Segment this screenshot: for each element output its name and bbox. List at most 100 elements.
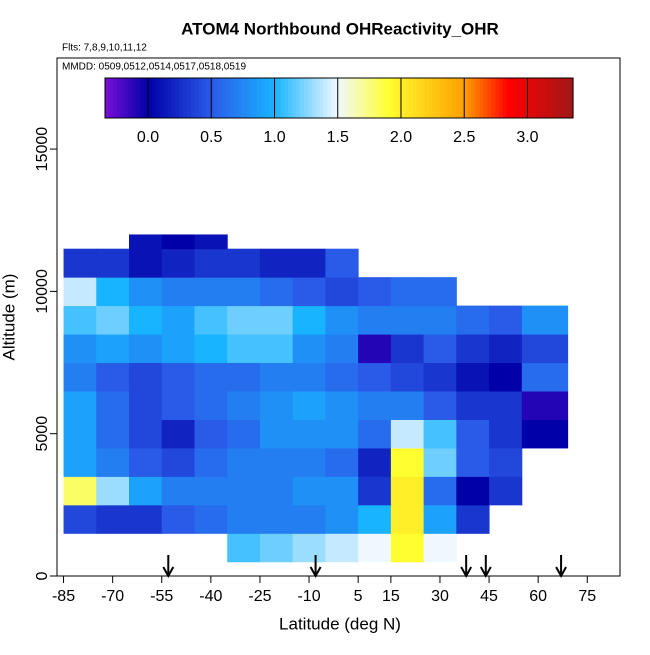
heat-cell bbox=[423, 504, 457, 534]
heat-cell bbox=[292, 504, 326, 534]
colorbar-segment bbox=[214, 78, 219, 118]
colorbar-frame bbox=[104, 77, 574, 119]
colorbar-segment bbox=[452, 78, 457, 118]
colorbar-segment bbox=[183, 78, 188, 118]
heat-cell bbox=[227, 447, 261, 477]
heat-cell bbox=[63, 305, 97, 335]
heat-cell bbox=[325, 391, 359, 420]
colorbar-segment bbox=[202, 78, 207, 118]
colorbar-segment bbox=[510, 78, 516, 118]
colorbar-segment bbox=[561, 78, 566, 118]
heat-cell bbox=[194, 447, 228, 477]
colorbar-segment bbox=[506, 78, 512, 118]
colorbar-segment bbox=[163, 78, 168, 118]
heat-cell bbox=[456, 334, 490, 364]
colorbar-segment bbox=[444, 78, 449, 118]
heat-cell bbox=[423, 277, 457, 307]
arrow bbox=[479, 555, 492, 579]
colorbar-segment bbox=[432, 78, 438, 118]
x-tick-label: -55 bbox=[150, 588, 173, 605]
heat-cell bbox=[390, 334, 425, 364]
subtitle: Flts: 7,8,9,10,11,12 bbox=[62, 43, 147, 54]
heat-cell bbox=[489, 362, 523, 392]
colorbar-segment bbox=[534, 78, 539, 118]
heat-cell bbox=[96, 447, 130, 477]
colorbar-segment bbox=[397, 78, 402, 118]
colorbar-segment bbox=[171, 78, 176, 118]
colorbar-segment bbox=[264, 78, 270, 118]
colorbar-segment bbox=[526, 78, 531, 118]
colorbar-segment bbox=[167, 78, 172, 118]
heat-cell bbox=[423, 419, 457, 449]
colorbar-segment bbox=[331, 78, 336, 118]
heat-cell bbox=[521, 419, 569, 449]
colorbar-segment bbox=[549, 78, 555, 118]
heat-cell bbox=[358, 305, 392, 335]
heat-cell bbox=[194, 277, 228, 307]
colorbar-segment bbox=[456, 78, 461, 118]
heat-cell bbox=[194, 476, 228, 506]
colorbar-segment bbox=[358, 78, 363, 118]
colorbar-segment bbox=[128, 78, 133, 118]
heat-cell bbox=[63, 476, 97, 506]
heat-cell bbox=[63, 248, 97, 278]
heat-cell bbox=[325, 248, 359, 278]
heat-cell bbox=[292, 533, 326, 563]
heat-cell bbox=[227, 334, 261, 364]
colorbar-segment bbox=[440, 78, 445, 118]
colorbar-segment bbox=[565, 78, 570, 118]
heat-cell bbox=[390, 476, 425, 506]
colorbar-segment bbox=[502, 78, 508, 118]
heat-cell bbox=[96, 476, 130, 506]
heat-cell bbox=[521, 305, 569, 335]
heat-cell bbox=[325, 447, 359, 477]
arrow-head bbox=[162, 566, 175, 579]
colorbar-segment bbox=[307, 78, 313, 118]
heat-cell bbox=[96, 334, 130, 364]
colorbar-tick-label: 1.0 bbox=[263, 129, 285, 146]
heat-cell bbox=[194, 419, 228, 449]
arrow bbox=[555, 555, 567, 579]
heat-cell bbox=[227, 362, 261, 392]
colorbar-segment bbox=[194, 78, 200, 118]
colorbar-segment bbox=[436, 78, 441, 118]
colorbar-segment bbox=[288, 78, 293, 118]
colorbar-segment bbox=[159, 78, 165, 118]
x-tick-label: -10 bbox=[297, 588, 320, 605]
colorbar-segment bbox=[136, 78, 141, 118]
heat-cell bbox=[456, 391, 490, 420]
colorbar-segment bbox=[342, 78, 348, 118]
colorbar-segment bbox=[417, 78, 422, 118]
heat-cell bbox=[489, 447, 523, 477]
heat-cell bbox=[456, 504, 490, 534]
colorbar-segment bbox=[245, 78, 250, 118]
colorbar-segment bbox=[218, 78, 223, 118]
colorbar-segment bbox=[389, 78, 395, 118]
colorbar-segment bbox=[323, 78, 328, 118]
colorbar-segment bbox=[120, 78, 126, 118]
colorbar-segment bbox=[257, 78, 262, 118]
heat-cell bbox=[161, 391, 195, 420]
heat-cell bbox=[194, 334, 228, 364]
colorbar-segment bbox=[487, 78, 492, 118]
colorbar-segment bbox=[253, 78, 258, 118]
heat-cell bbox=[227, 391, 261, 420]
colorbar-segment bbox=[268, 78, 274, 118]
heat-cell bbox=[325, 533, 359, 563]
arrow bbox=[460, 555, 473, 579]
heat-cell bbox=[325, 305, 359, 335]
heat-cell bbox=[63, 334, 97, 364]
colorbar-tick-label: 3.0 bbox=[516, 129, 538, 146]
heat-cell bbox=[96, 419, 130, 449]
colorbar-segment bbox=[116, 78, 122, 118]
heat-cell bbox=[96, 362, 130, 392]
heat-cell bbox=[358, 419, 392, 449]
colorbar-segment bbox=[479, 78, 484, 118]
heat-cell bbox=[325, 277, 359, 307]
colorbar-segment bbox=[155, 78, 161, 118]
colorbar-segment bbox=[284, 78, 289, 118]
heat-cell bbox=[423, 334, 457, 364]
heat-cell bbox=[96, 248, 130, 278]
heat-cell bbox=[96, 277, 130, 307]
heat-cell bbox=[161, 504, 195, 534]
